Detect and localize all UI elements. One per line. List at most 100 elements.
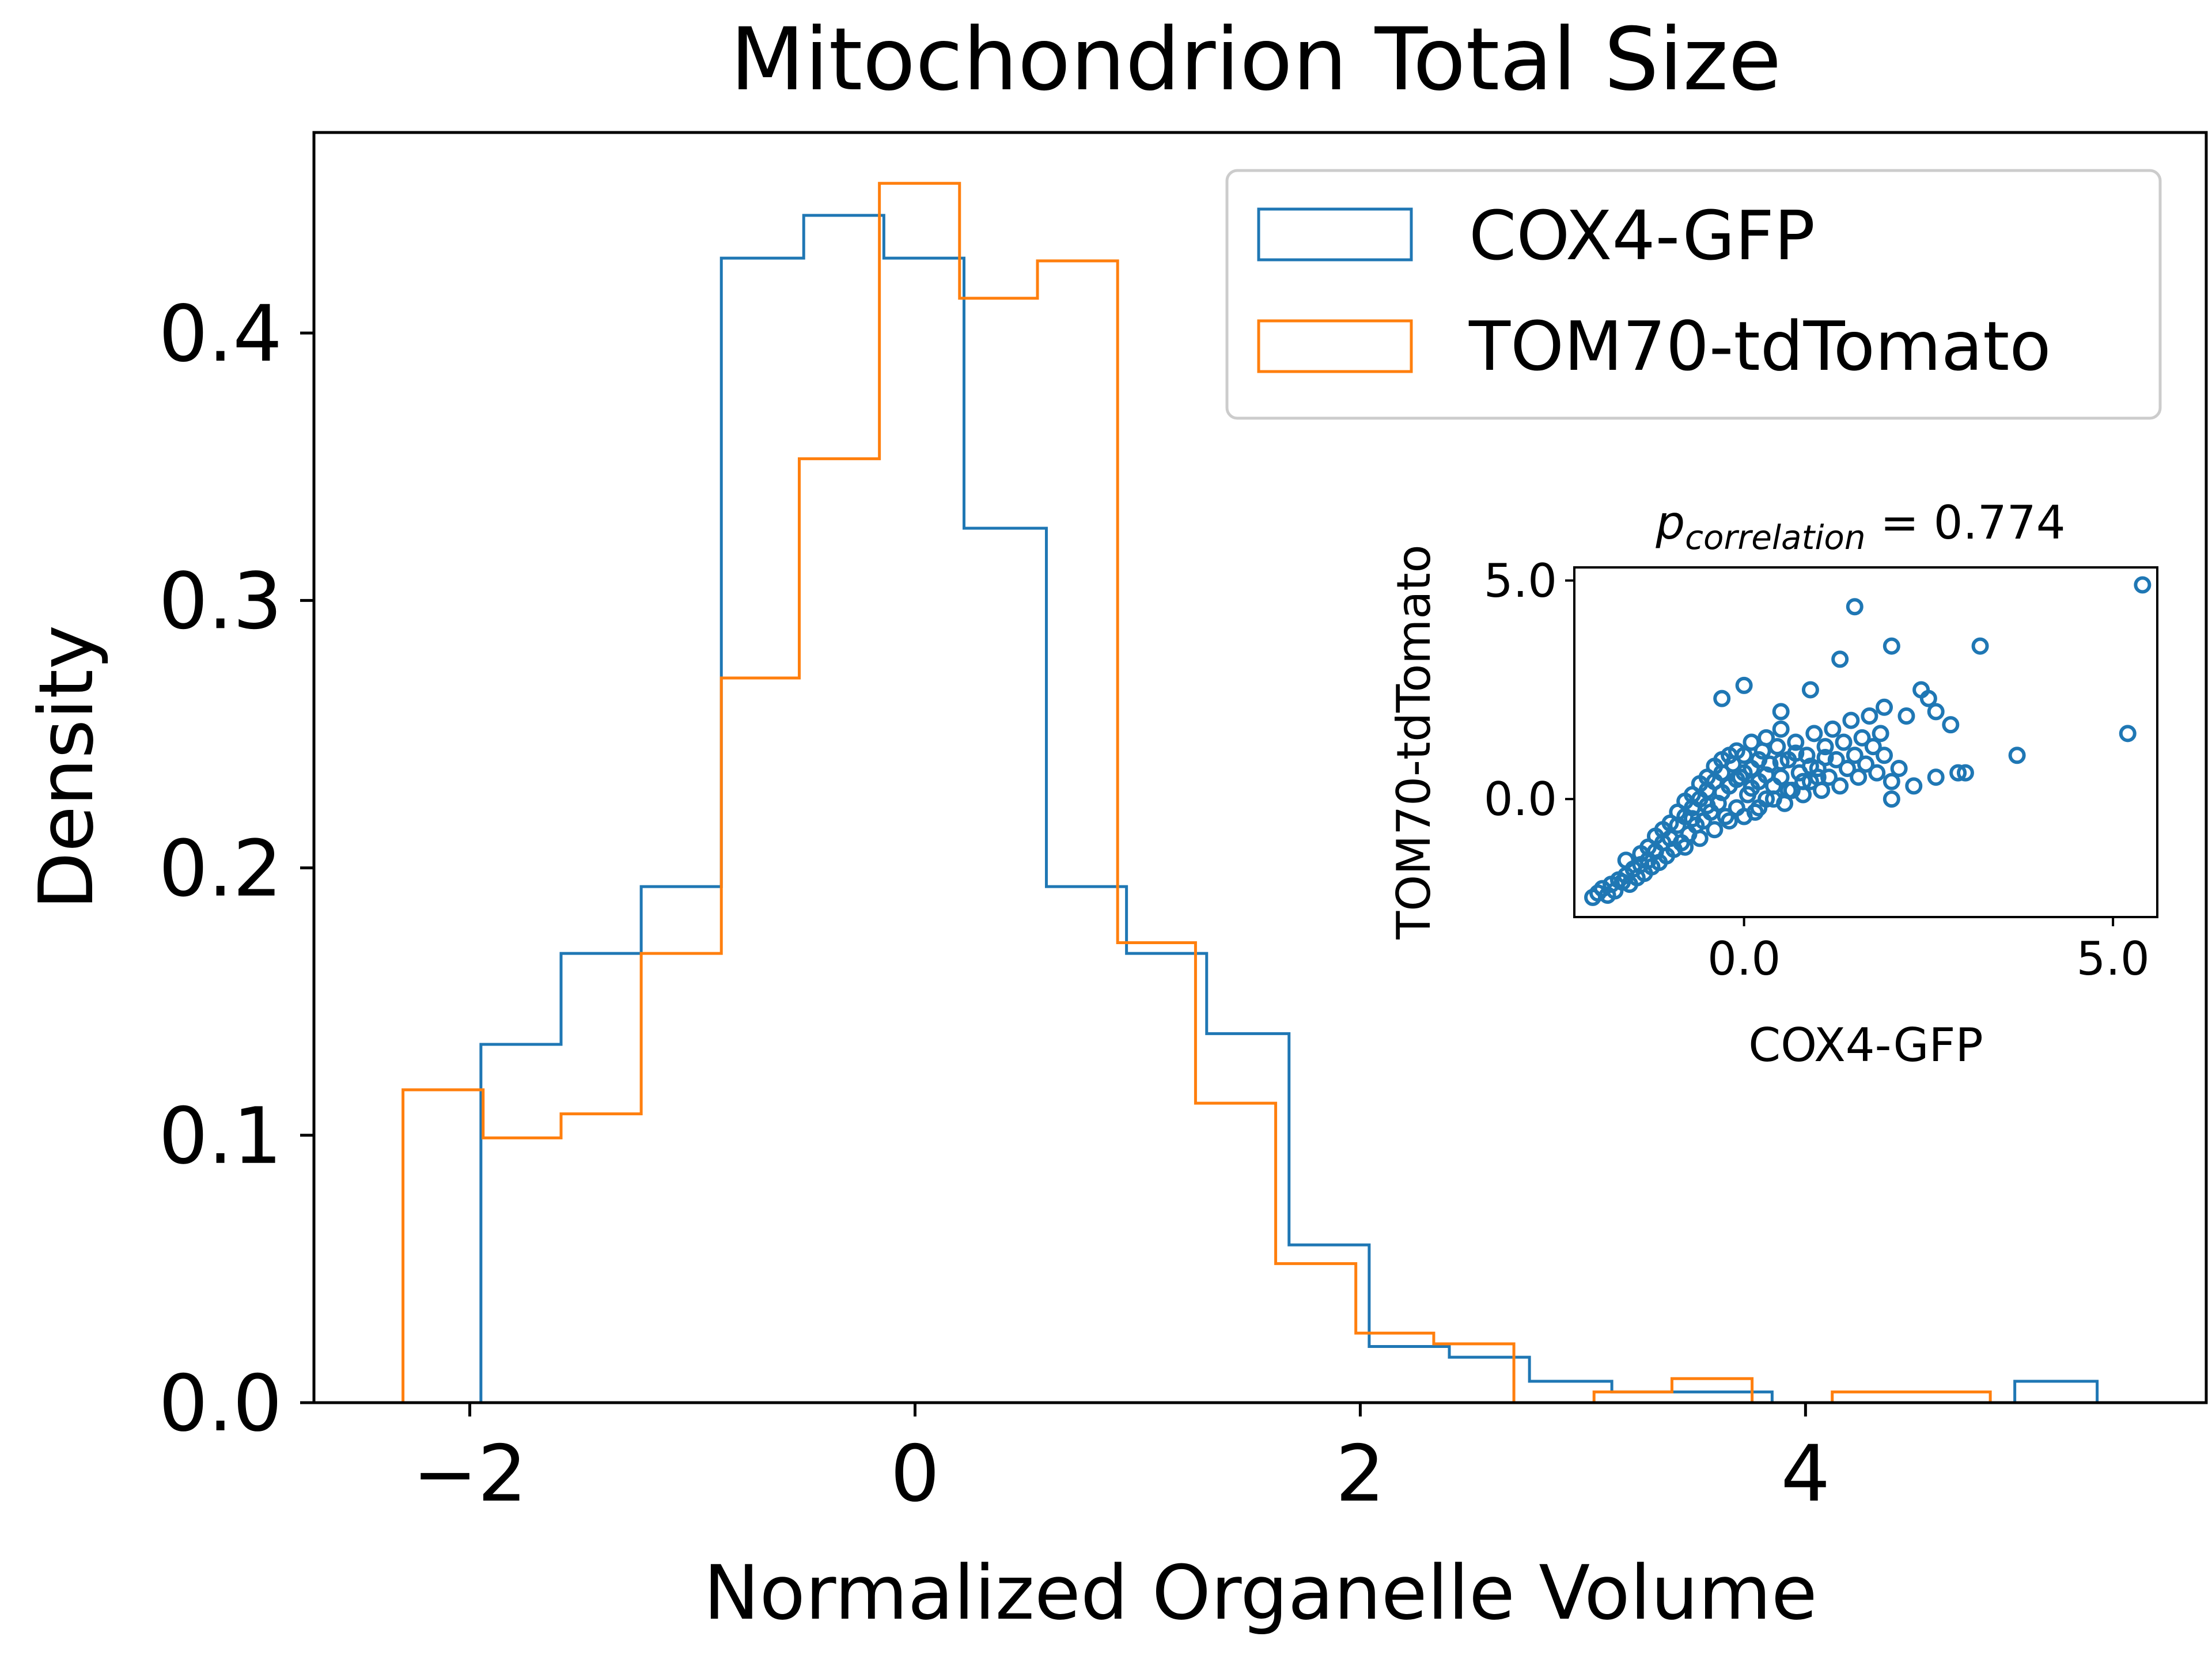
y-tick-label: 0.3 [158,556,282,646]
scatter-point [1805,725,1823,743]
scatter-point [1820,768,1838,786]
scatter-point [1787,744,1805,762]
scatter-point [1872,725,1889,743]
legend-label-cox4: COX4-GFP [1469,196,1815,275]
scatter-point [2008,747,2026,764]
histogram-plot: Mitochondrion Total Size −2 0 2 4 0.0 0.1 0.2… [22,10,2208,1637]
scatter-point [1801,757,1819,775]
inset-y-axis-ticks: 0.0 5.0 [1484,554,1574,826]
scatter-point [1676,792,1694,810]
x-tick-label: 0 [891,1429,940,1519]
scatter-point [1846,598,1863,616]
scatter-point [1676,838,1694,856]
scatter-point [2134,576,2152,594]
y-tick-label: 0.1 [158,1091,282,1181]
scatter-point [1772,703,1790,721]
scatter-point [1735,676,1753,694]
inset-x-axis-ticks: 0.0 5.0 [1707,917,2150,986]
scatter-point [1842,711,1860,729]
plot-frame [312,131,2208,1404]
histogram-step-tom70-tdtomato [402,181,1992,1404]
y-axis-ticks: 0.0 0.1 0.2 0.3 0.4 [158,289,314,1449]
inset-title-value: = 0.774 [1866,496,2066,550]
scatter-point [1750,799,1768,817]
scatter-point [1706,821,1724,839]
scatter-point [1919,690,1937,707]
scatter-point [1876,747,1893,764]
inset-frame [1573,566,2158,918]
scatter-point [1661,814,1679,832]
scatter-point [1864,738,1882,756]
scatter-point [1772,753,1790,771]
scatter-point [1691,775,1709,793]
x-tick-label: 4 [1781,1429,1830,1519]
scatter-point [1779,781,1797,799]
inset-scatter-plot: pcorrelation = 0.774 0.0 5.0 0.0 5.0 COX4-… [1387,496,2158,1072]
scatter-point [1721,747,1738,764]
scatter-point [1589,884,1607,902]
inset-title-subscript: correlation [1685,518,1866,557]
scatter-point [1721,812,1738,830]
x-tick-label: −2 [412,1429,527,1519]
scatter-point [1750,751,1768,768]
scatter-point [1646,827,1664,845]
scatter-point [1617,851,1635,869]
scatter-point [1743,779,1760,797]
scatter-point [1883,790,1900,808]
scatter-point [1758,766,1775,784]
scatter-point [1728,770,1745,788]
histogram-series-layer [402,181,2099,1404]
inset-title-symbol: p [1655,496,1685,550]
scatter-point [1897,707,1915,725]
y-tick-label: 0.2 [158,824,282,914]
scatter-point [1831,650,1849,668]
scatter-point [1768,738,1786,756]
scatter-point [1876,698,1893,716]
scatter-point [1743,733,1760,751]
chart-title: Mitochondrion Total Size [730,10,1781,110]
scatter-point [1735,808,1753,825]
legend-swatch-cox4 [1257,207,1413,262]
scatter-point [1787,733,1805,751]
scatter-point [1927,768,1945,786]
scatter-point [1927,703,1945,721]
scatter-point [1857,755,1874,773]
scatter-point [1772,720,1790,738]
y-tick-label: 0.0 [158,1358,282,1449]
x-axis-label: Normalized Organelle Volume [703,1549,1817,1637]
legend: COX4-GFP TOM70-tdTomato [1225,169,2162,420]
scatter-point [1853,729,1871,747]
scatter-point [1698,797,1716,815]
x-axis-ticks: −2 0 2 4 [412,1403,1830,1519]
inset-x-axis-label: COX4-GFP [1748,1018,1983,1072]
scatter-point [1706,757,1724,775]
legend-box [1225,169,2162,420]
scatter-point [1949,764,1967,782]
scatter-point [1713,783,1731,801]
scatter-point [1632,844,1650,862]
scatter-point [1713,690,1731,707]
scatter-point [1846,747,1863,764]
inset-y-axis-label: TOM70-tdTomato [1387,544,1441,940]
scatter-point [2119,725,2137,743]
scatter-point [1850,768,1868,786]
inset-x-tick-label: 0.0 [1707,932,1781,986]
scatter-point [1816,749,1834,767]
scatter-point [1838,760,1856,778]
scatter-point [1691,830,1709,847]
scatter-point [1868,764,1886,782]
scatter-point [1956,764,1974,782]
x-tick-label: 2 [1335,1429,1385,1519]
scatter-point [1816,738,1834,756]
scatter-point [1824,720,1842,738]
y-tick-label: 0.4 [158,289,282,379]
scatter-point [1683,810,1701,828]
inset-x-tick-label: 5.0 [2077,932,2150,986]
scatter-point [1883,772,1900,790]
scatter-point [1758,729,1775,747]
scatter-point [1827,751,1845,768]
y-axis-label: Density [22,625,110,910]
scatter-points-layer [1584,576,2152,906]
scatter-point [1883,637,1900,655]
